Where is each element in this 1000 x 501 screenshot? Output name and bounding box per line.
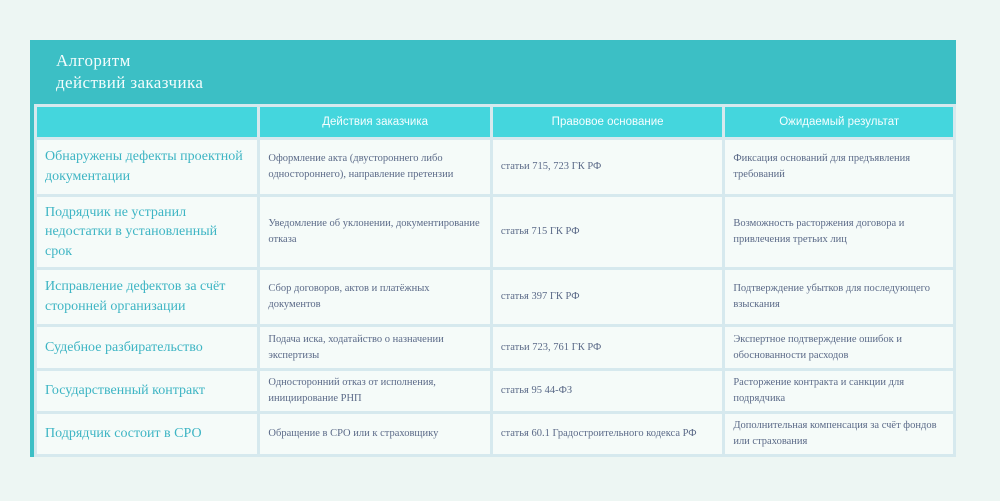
column-header-legal-basis: Правовое основание xyxy=(492,107,723,137)
basis-cell: статья 95 44-ФЗ xyxy=(492,371,723,411)
column-header-situation xyxy=(37,107,258,137)
situation-cell: Подрядчик состоит в СРО xyxy=(37,414,258,454)
basis-cell: статьи 715, 723 ГК РФ xyxy=(492,140,723,194)
table-row: Обнаружены дефекты проектной документаци… xyxy=(37,140,953,194)
basis-cell: статья 60.1 Градостроительного кодекса Р… xyxy=(492,414,723,454)
situation-cell: Исправление дефектов за счёт сторонней о… xyxy=(37,270,258,324)
action-cell: Односторонний отказ от исполнения, иници… xyxy=(260,371,490,411)
basis-cell: статья 715 ГК РФ xyxy=(492,197,723,267)
action-cell: Сбор договоров, актов и платёжных докуме… xyxy=(260,270,490,324)
table-row: Подрядчик состоит в СРО Обращение в СРО … xyxy=(37,414,953,454)
result-cell: Подтверждение убытков для последующего в… xyxy=(725,270,953,324)
algorithm-table: Алгоритм действий заказчика Действия зак… xyxy=(30,40,956,457)
table-row: Судебное разбирательство Подача иска, хо… xyxy=(37,327,953,368)
basis-cell: статьи 723, 761 ГК РФ xyxy=(492,327,723,368)
action-cell: Обращение в СРО или к страховщику xyxy=(260,414,490,454)
result-cell: Экспертное подтверждение ошибок и обосно… xyxy=(725,327,953,368)
table-row: Государственный контракт Односторонний о… xyxy=(37,371,953,411)
action-cell: Оформление акта (двустороннего либо одно… xyxy=(260,140,490,194)
table-row: Подрядчик не устранил недостатки в устан… xyxy=(37,197,953,267)
column-header-expected-result: Ожидаемый результат xyxy=(725,107,953,137)
result-cell: Возможность расторжения договора и привл… xyxy=(725,197,953,267)
situation-cell: Обнаружены дефекты проектной документаци… xyxy=(37,140,258,194)
action-cell: Уведомление об уклонении, документирован… xyxy=(260,197,490,267)
basis-cell: статья 397 ГК РФ xyxy=(492,270,723,324)
column-header-row: Действия заказчика Правовое основание Ож… xyxy=(37,107,953,137)
result-cell: Дополнительная компенсация за счёт фондо… xyxy=(725,414,953,454)
page-title-line-2: действий заказчика xyxy=(56,73,204,92)
table-row: Исправление дефектов за счёт сторонней о… xyxy=(37,270,953,324)
situation-cell: Подрядчик не устранил недостатки в устан… xyxy=(37,197,258,267)
action-cell: Подача иска, ходатайство о назначении эк… xyxy=(260,327,490,368)
situation-cell: Судебное разбирательство xyxy=(37,327,258,368)
table-title-band: Алгоритм действий заказчика xyxy=(34,40,956,104)
result-cell: Фиксация оснований для предъявления треб… xyxy=(725,140,953,194)
situation-cell: Государственный контракт xyxy=(37,371,258,411)
result-cell: Расторжение контракта и санкции для подр… xyxy=(725,371,953,411)
page-title-line-1: Алгоритм xyxy=(56,51,131,70)
actions-table: Действия заказчика Правовое основание Ож… xyxy=(34,104,956,457)
column-header-actions: Действия заказчика xyxy=(260,107,490,137)
